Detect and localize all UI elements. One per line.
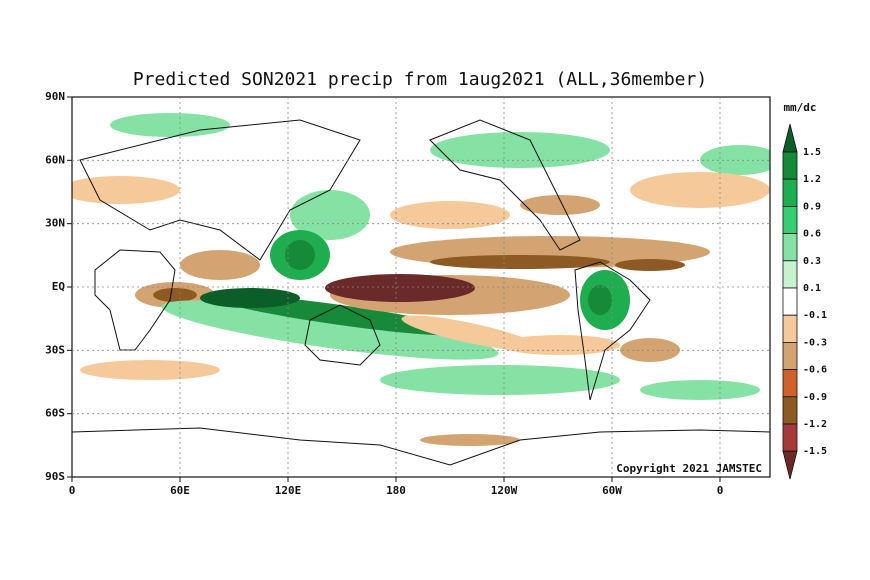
- colorbar-cap: [782, 450, 798, 480]
- colorbar-label: 1.2: [803, 174, 821, 185]
- colorbar-label: -0.1: [803, 310, 827, 321]
- lon-label: 60W: [602, 484, 622, 497]
- lon-label: 120E: [275, 484, 302, 497]
- colorbar-segment: [782, 287, 798, 316]
- copyright: Copyright 2021 JAMSTEC: [616, 462, 762, 475]
- lat-label: 60S: [45, 407, 65, 420]
- lon-label: 60E: [170, 484, 190, 497]
- lat-label: 90S: [45, 470, 65, 483]
- colorbar-segment: [782, 369, 798, 398]
- colorbar-label: 0.6: [803, 229, 821, 240]
- colorbar-label: -0.3: [803, 337, 827, 348]
- lat-label: 60N: [45, 153, 65, 166]
- lon-label: 0: [69, 484, 76, 497]
- colorbar-segment: [782, 178, 798, 207]
- precip-field: [72, 113, 770, 466]
- colorbar-segment: [782, 205, 798, 234]
- colorbar-label: -1.2: [803, 419, 827, 430]
- colorbar-unit: mm/dc: [783, 101, 816, 114]
- lon-label: 120W: [491, 484, 518, 497]
- colorbar-segment: [782, 260, 798, 289]
- colorbar-label: -1.5: [803, 446, 827, 457]
- colorbar-label: 0.9: [803, 201, 821, 212]
- colorbar-label: 0.3: [803, 256, 821, 267]
- colorbar-cap: [782, 123, 798, 153]
- colorbar-label: -0.9: [803, 392, 827, 403]
- colorbar-label: -0.6: [803, 365, 827, 376]
- lat-label: EQ: [52, 280, 66, 293]
- lon-label: 180: [386, 484, 406, 497]
- lat-label: 90N: [45, 90, 65, 103]
- colorbar-segment: [782, 314, 798, 343]
- colorbar-segment: [782, 341, 798, 370]
- colorbar-label: 1.5: [803, 147, 821, 158]
- lat-label: 30N: [45, 217, 65, 230]
- lon-label: 0: [717, 484, 724, 497]
- colorbar-label: 0.1: [803, 283, 821, 294]
- colorbar-segment: [782, 233, 798, 262]
- colorbar-segment: [782, 151, 798, 180]
- colorbar-segment: [782, 396, 798, 425]
- colorbar-segment: [782, 423, 798, 452]
- lat-label: 30S: [45, 343, 65, 356]
- map-title: Predicted SON2021 precip from 1aug2021 (…: [133, 69, 707, 90]
